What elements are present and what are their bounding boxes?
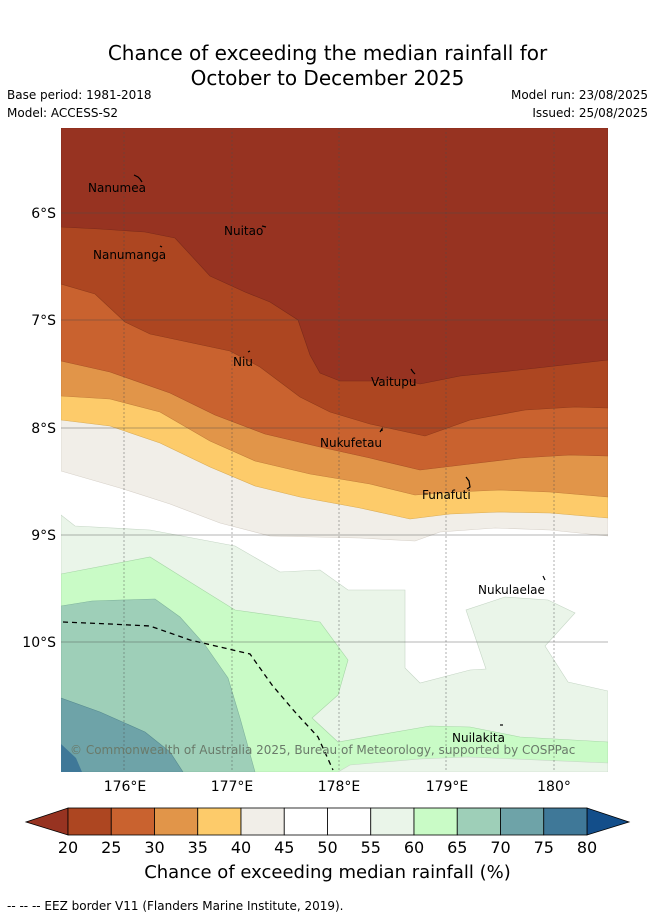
title-line-2: October to December 2025 bbox=[190, 66, 465, 90]
colorbar-cell bbox=[413, 807, 458, 836]
colorbar-tick-label: 25 bbox=[101, 838, 121, 857]
eez-border bbox=[62, 621, 334, 771]
title-line-1: Chance of exceeding the median rainfall … bbox=[107, 41, 548, 65]
colorbar-cell bbox=[67, 807, 112, 836]
colorbar-tick-label: 75 bbox=[534, 838, 554, 857]
colorbar-tick-label: 70 bbox=[490, 838, 510, 857]
island-label-nuilakita: Nuilakita bbox=[452, 731, 505, 745]
colorbar-cell bbox=[327, 807, 372, 836]
model-name: Model: ACCESS-S2 bbox=[7, 106, 119, 120]
island-outlines bbox=[133, 174, 546, 726]
colorbar-cell bbox=[370, 807, 415, 836]
colorbar-high-arrow bbox=[586, 807, 631, 836]
island-label-nanumanga: Nanumanga bbox=[93, 248, 166, 262]
lon-tick-176e: 176°E bbox=[104, 779, 147, 795]
contour-70-75 bbox=[61, 697, 184, 772]
island-label-niu: Niu bbox=[233, 355, 253, 369]
lon-tick-180: 180° bbox=[537, 779, 571, 795]
colorbar-tick-label: 55 bbox=[361, 838, 381, 857]
island-label-vaitupu: Vaitupu bbox=[371, 375, 417, 389]
island-label-nukulaelae: Nukulaelae bbox=[478, 583, 545, 597]
colorbar-tick-label: 45 bbox=[274, 838, 294, 857]
contour-north-green bbox=[337, 756, 608, 772]
contour-75-80 bbox=[61, 744, 82, 772]
lat-tick-10s: 10°S bbox=[22, 635, 56, 651]
island-label-nanumea: Nanumea bbox=[88, 181, 146, 195]
colorbar-cell bbox=[283, 807, 328, 836]
island-label-nukufetau: Nukufetau bbox=[320, 436, 382, 450]
lon-tick-177e: 177°E bbox=[211, 779, 254, 795]
contour-fills bbox=[61, 128, 608, 772]
lat-tick-7s: 7°S bbox=[31, 313, 56, 329]
colorbar-tick-label: 30 bbox=[144, 838, 164, 857]
colorbar-cell bbox=[154, 807, 199, 836]
lat-tick-6s: 6°S bbox=[31, 206, 56, 222]
lat-tick-9s: 9°S bbox=[31, 528, 56, 544]
model-run-date: Model run: 23/08/2025 bbox=[510, 88, 648, 102]
colorbar-tick-label: 60 bbox=[404, 838, 424, 857]
colorbar-low-arrow bbox=[24, 807, 69, 836]
base-period: Base period: 1981-2018 bbox=[7, 88, 152, 102]
colorbar-cell bbox=[110, 807, 155, 836]
colorbar-cell bbox=[456, 807, 501, 836]
colorbar-label: Chance of exceeding median rainfall (%) bbox=[144, 862, 511, 883]
colorbar-tick-label: 80 bbox=[577, 838, 597, 857]
colorbar-tick-label: 20 bbox=[58, 838, 78, 857]
lon-tick-178e: 178°E bbox=[318, 779, 361, 795]
colorbar-cell bbox=[197, 807, 242, 836]
colorbar: 20 25 30 35 40 45 50 55 60 65 70 75 80 bbox=[24, 807, 631, 857]
colorbar-tick-label: 35 bbox=[188, 838, 208, 857]
lat-tick-8s: 8°S bbox=[31, 421, 56, 437]
colorbar-tick-label: 40 bbox=[231, 838, 251, 857]
eez-footnote: -- -- -- EEZ border V11 (Flanders Marine… bbox=[7, 899, 344, 913]
colorbar-cell bbox=[543, 807, 588, 836]
colorbar-tick-label: 50 bbox=[317, 838, 337, 857]
colorbar-tick-label: 65 bbox=[447, 838, 467, 857]
colorbar-cell bbox=[500, 807, 545, 836]
issued-date: Issued: 25/08/2025 bbox=[532, 106, 648, 120]
lon-tick-179e: 179°E bbox=[426, 779, 469, 795]
copyright-note: © Commonwealth of Australia 2025, Bureau… bbox=[70, 743, 575, 757]
island-label-funafuti: Funafuti bbox=[422, 488, 471, 502]
gridlines bbox=[61, 128, 608, 772]
chart-title: Chance of exceeding the median rainfall … bbox=[0, 41, 655, 91]
island-label-nuitao: Nuitao bbox=[224, 224, 263, 238]
colorbar-cell bbox=[240, 807, 285, 836]
